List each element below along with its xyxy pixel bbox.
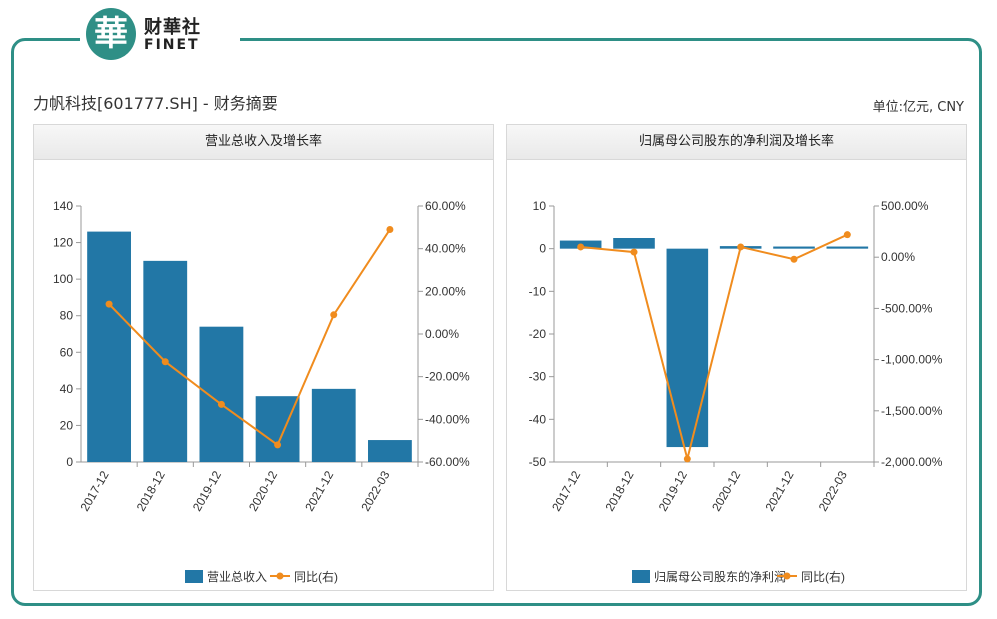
x-tick-label: 2017-12 <box>549 468 583 513</box>
x-tick-label: 2017-12 <box>78 468 112 513</box>
page-title: 力帆科技[601777.SH] - 财务摘要 <box>33 94 278 113</box>
y-right-tick-label: 500.00% <box>881 199 929 213</box>
y-left-tick-label: 120 <box>53 236 73 250</box>
legend-bar-label: 营业总收入 <box>207 570 267 584</box>
y-left-tick-label: -20 <box>529 327 547 341</box>
y-right-tick-label: 60.00% <box>425 199 466 213</box>
y-left-tick-label: 140 <box>53 199 73 213</box>
y-left-tick-label: 0 <box>539 242 546 256</box>
bar-2019-12 <box>666 248 709 448</box>
legend-line-marker <box>783 572 791 580</box>
bar-2022-03 <box>368 440 412 462</box>
point-2018-12 <box>161 358 169 366</box>
legend-line-label: 同比(右) <box>801 569 845 584</box>
y-right-tick-label: -1,000.00% <box>881 353 943 367</box>
revenue-chart-title: 营业总收入及增长率 <box>34 125 493 160</box>
x-tick-label: 2019-12 <box>656 468 690 513</box>
bar-2019-12 <box>199 326 244 462</box>
bar-2022-03 <box>826 246 869 249</box>
y-right-tick-label: -20.00% <box>425 370 470 384</box>
y-right-tick-label: 0.00% <box>881 250 915 264</box>
point-2020-12 <box>274 441 282 449</box>
brand-logo: 華 财華社 FINET <box>86 8 236 60</box>
x-tick-label: 2022-03 <box>358 468 392 513</box>
point-2020-12 <box>737 243 745 251</box>
point-2019-12 <box>683 455 691 463</box>
x-tick-label: 2020-12 <box>709 468 743 513</box>
profit-panel: 归属母公司股东的净利润及增长率 -50 -40 -30 -20 -10 0 10 -2,000… <box>506 124 967 591</box>
point-2018-12 <box>630 248 638 256</box>
point-2019-12 <box>217 400 225 408</box>
y-left-tick-label: -10 <box>529 284 547 298</box>
bar-2020-12 <box>255 396 300 462</box>
y-left-tick-label: 60 <box>60 345 74 359</box>
point-2021-12 <box>790 255 798 263</box>
y-right-tick-label: -500.00% <box>881 301 933 315</box>
legend-line-label: 同比(右) <box>294 569 338 584</box>
bar-2017-12 <box>87 231 131 462</box>
bar-2018-12 <box>613 238 655 249</box>
y-right-tick-label: -2,000.00% <box>881 455 943 469</box>
y-left-tick-label: -40 <box>529 412 547 426</box>
legend-bar-swatch <box>632 570 650 583</box>
x-tick-label: 2022-03 <box>816 468 850 513</box>
y-left-tick-label: 10 <box>533 199 547 213</box>
legend-bar-swatch <box>185 570 203 583</box>
point-2022-03 <box>386 225 394 233</box>
x-tick-label: 2020-12 <box>246 468 280 513</box>
point-2017-12 <box>577 243 585 251</box>
legend-line-marker <box>276 572 284 580</box>
y-left-tick-label: 80 <box>60 309 74 323</box>
point-2022-03 <box>843 231 851 239</box>
y-left-tick-label: 0 <box>66 455 73 469</box>
y-right-tick-label: -60.00% <box>425 455 470 469</box>
x-tick-label: 2018-12 <box>134 468 168 513</box>
y-right-tick-label: 40.00% <box>425 242 466 256</box>
y-right-tick-label: -1,500.00% <box>881 404 943 418</box>
y-right-tick-label: 0.00% <box>425 327 459 341</box>
line-yoy <box>108 228 391 447</box>
brand-name-cn: 财華社 <box>144 17 201 38</box>
y-right-tick-label: 20.00% <box>425 284 466 298</box>
y-left-tick-label: -30 <box>529 370 547 384</box>
x-tick-label: 2021-12 <box>302 468 336 513</box>
bar-2021-12 <box>773 246 815 249</box>
x-tick-label: 2019-12 <box>190 468 224 513</box>
revenue-chart: 0 20 40 60 80 100 120 140 -60.00% -40.00% -20.00% 0… <box>53 199 470 584</box>
revenue-panel: 营业总收入及增长率 0 20 40 60 80 100 120 140 -60.00% -40.0… <box>33 124 494 591</box>
y-left-tick-label: 100 <box>53 272 73 286</box>
x-tick-label: 2021-12 <box>762 468 796 513</box>
brand-name-en: FINET <box>144 37 200 53</box>
legend-bar-label: 归属母公司股东的净利润 <box>654 569 786 584</box>
point-2021-12 <box>330 311 338 319</box>
bar-2021-12 <box>311 388 356 462</box>
y-right-tick-label: -40.00% <box>425 412 470 426</box>
profit-chart: -50 -40 -30 -20 -10 0 10 -2,000.00% -1,500.00% -1… <box>529 199 943 584</box>
y-left-tick-label: -50 <box>529 455 547 469</box>
outer-frame <box>11 38 982 606</box>
y-left-tick-label: 20 <box>60 418 74 432</box>
x-tick-label: 2018-12 <box>602 468 636 513</box>
point-2017-12 <box>105 300 113 308</box>
line-yoy <box>580 233 848 460</box>
profit-chart-title: 归属母公司股东的净利润及增长率 <box>507 125 966 160</box>
y-left-tick-label: 40 <box>60 382 74 396</box>
brand-seal-icon: 華 <box>86 8 136 60</box>
unit-label: 单位:亿元, CNY <box>872 100 964 115</box>
